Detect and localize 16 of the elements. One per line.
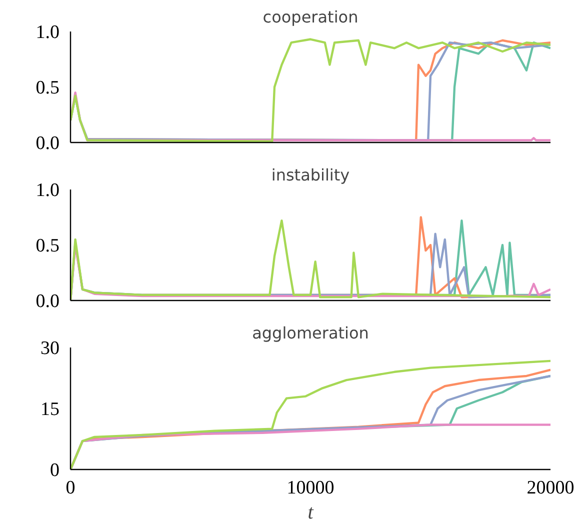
y-tick-label: 15 xyxy=(40,399,60,420)
x-axis-title: t xyxy=(308,502,314,519)
x-tick-label: 20000 xyxy=(526,478,574,498)
y-tick-label: 0.5 xyxy=(36,236,60,256)
y-tick-label: 0.0 xyxy=(36,133,60,154)
y-tick-label: 1.0 xyxy=(36,22,60,43)
chart-title: cooperation xyxy=(262,8,358,26)
chart-title: instability xyxy=(271,166,350,184)
y-tick-label: 1.0 xyxy=(36,180,60,201)
y-tick-label: 30 xyxy=(40,338,60,359)
chart-title: agglomeration xyxy=(252,324,369,342)
y-tick-label: 0.0 xyxy=(36,291,60,312)
y-tick-label: 0.5 xyxy=(36,78,60,98)
y-tick-label: 0 xyxy=(50,460,60,481)
x-tick-label: 10000 xyxy=(286,478,334,498)
x-tick-label: 0 xyxy=(66,478,76,498)
